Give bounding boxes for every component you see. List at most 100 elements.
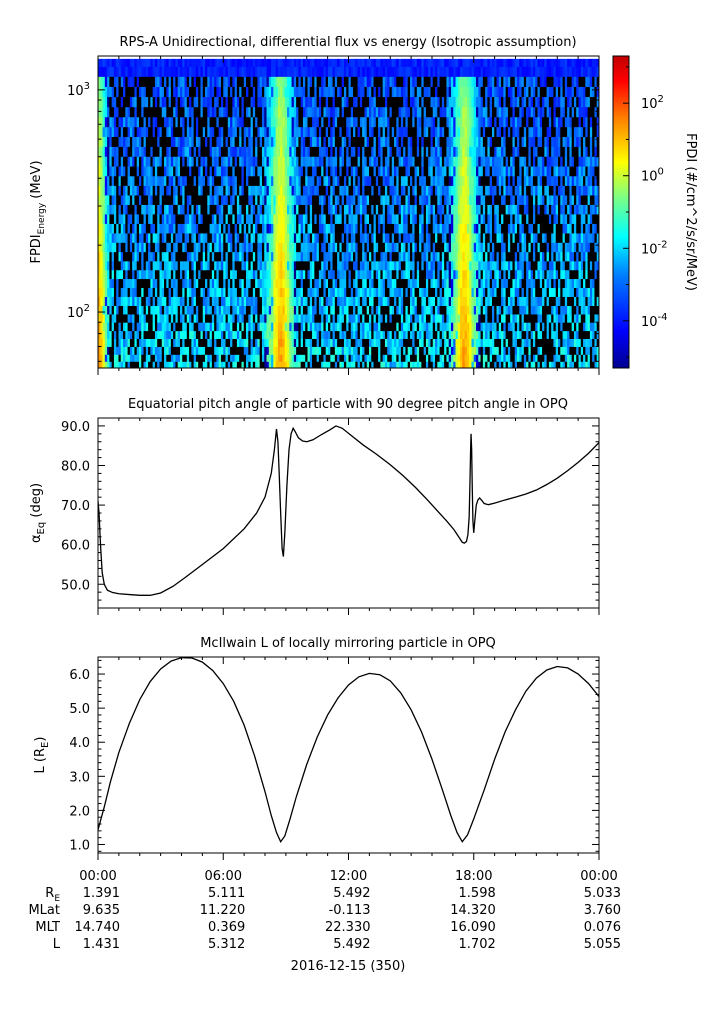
heatmap-cell bbox=[100, 330, 103, 340]
heatmap-cell bbox=[132, 214, 135, 224]
heatmap-cell bbox=[191, 156, 195, 167]
heatmap-cell bbox=[409, 136, 413, 147]
heatmap-cell bbox=[362, 126, 365, 138]
heatmap-cell bbox=[257, 96, 261, 108]
heatmap-cell bbox=[382, 330, 386, 340]
heatmap-cell bbox=[382, 126, 386, 138]
heatmap-cell bbox=[380, 305, 384, 315]
heatmap-cell bbox=[357, 66, 361, 77]
heatmap-cell bbox=[248, 346, 251, 355]
heatmap-cell bbox=[148, 66, 151, 77]
heatmap-cell bbox=[154, 116, 158, 128]
heatmap-cell bbox=[220, 305, 224, 315]
heatmap-cell bbox=[373, 86, 377, 98]
heatmap-cell bbox=[273, 305, 277, 315]
heatmap-cell bbox=[380, 214, 384, 224]
heatmap-cell bbox=[170, 126, 174, 138]
heatmap-cell bbox=[129, 136, 133, 147]
heatmap-cell bbox=[168, 296, 172, 307]
heatmap-cell bbox=[373, 338, 377, 347]
heatmap-cell bbox=[143, 354, 147, 362]
heatmap-cell bbox=[123, 66, 126, 77]
heatmap-cell bbox=[136, 146, 140, 157]
heatmap-cell bbox=[175, 361, 179, 368]
heatmap-cell bbox=[350, 175, 354, 186]
heatmap-cell bbox=[339, 330, 343, 340]
heatmap-cell bbox=[218, 126, 222, 138]
heatmap-cell bbox=[409, 106, 413, 118]
heatmap-cell bbox=[355, 126, 359, 138]
heatmap-cell bbox=[387, 76, 390, 87]
heatmap-cell bbox=[314, 185, 318, 196]
heatmap-cell bbox=[305, 175, 308, 186]
heatmap-cell bbox=[179, 96, 183, 108]
heatmap-cell bbox=[164, 260, 167, 271]
heatmap-cell bbox=[341, 58, 345, 67]
heatmap-cell bbox=[113, 195, 117, 205]
heatmap-cell bbox=[346, 195, 349, 205]
heatmap-cell bbox=[189, 338, 192, 347]
heatmap-cell bbox=[246, 58, 249, 67]
heatmap-cell bbox=[132, 86, 135, 98]
heatmap-cell bbox=[366, 223, 370, 234]
heatmap-cell bbox=[132, 58, 135, 67]
heatmap-cell bbox=[355, 251, 359, 262]
heatmap-cell bbox=[239, 287, 242, 297]
heatmap-cell bbox=[161, 86, 165, 98]
heatmap-cell bbox=[148, 116, 151, 128]
heatmap-cell bbox=[252, 233, 256, 243]
heatmap-cell bbox=[184, 346, 188, 355]
heatmap-cell bbox=[150, 251, 154, 262]
heatmap-cell bbox=[243, 305, 247, 315]
heatmap-cell bbox=[307, 278, 311, 288]
heatmap-cell bbox=[98, 346, 101, 355]
heatmap-cell bbox=[136, 96, 140, 108]
heatmap-cell bbox=[371, 96, 374, 108]
heatmap-cell bbox=[211, 269, 215, 280]
heatmap-cell bbox=[398, 338, 402, 347]
heatmap-cell bbox=[396, 338, 399, 347]
heatmap-cell bbox=[334, 66, 338, 77]
heatmap-cell bbox=[289, 106, 292, 118]
heatmap-cell bbox=[305, 76, 308, 87]
heatmap-cell bbox=[109, 278, 113, 288]
heatmap-cell bbox=[175, 330, 179, 340]
heatmap-cell bbox=[305, 287, 308, 297]
heatmap-cell bbox=[168, 195, 172, 205]
heatmap-cell bbox=[296, 66, 299, 77]
heatmap-cell bbox=[257, 260, 261, 271]
heatmap-cell bbox=[398, 175, 402, 186]
heatmap-cell bbox=[396, 106, 399, 118]
heatmap-cell bbox=[371, 58, 374, 67]
heatmap-cell bbox=[216, 66, 220, 77]
heatmap-cell bbox=[423, 223, 427, 234]
heatmap-cell bbox=[266, 106, 270, 118]
heatmap-cell bbox=[373, 106, 377, 118]
heatmap-cell bbox=[389, 296, 393, 307]
heatmap-cell bbox=[362, 242, 365, 253]
heatmap-cell bbox=[159, 269, 163, 280]
heatmap-cell bbox=[173, 76, 176, 87]
heatmap-cell bbox=[161, 106, 165, 118]
heatmap-cell bbox=[236, 354, 240, 362]
heatmap-cell bbox=[394, 214, 397, 224]
heatmap-cell bbox=[314, 116, 318, 128]
heatmap-cell bbox=[387, 146, 390, 157]
heatmap-cell bbox=[366, 175, 370, 186]
heatmap-cell bbox=[136, 185, 140, 196]
heatmap-cell bbox=[205, 260, 208, 271]
heatmap-cell bbox=[339, 106, 343, 118]
heatmap-cell bbox=[104, 338, 108, 347]
heatmap-cell bbox=[289, 330, 292, 340]
heatmap-cell bbox=[330, 96, 333, 108]
heatmap-cell bbox=[309, 223, 313, 234]
heatmap-cell bbox=[104, 106, 108, 118]
heatmap-cell bbox=[232, 106, 236, 118]
heatmap-cell bbox=[200, 116, 204, 128]
heatmap-cell bbox=[298, 195, 302, 205]
heatmap-cell bbox=[412, 242, 415, 253]
heatmap-cell bbox=[132, 346, 135, 355]
heatmap-cell bbox=[143, 296, 147, 307]
heatmap-cell bbox=[428, 330, 431, 340]
heatmap-cell bbox=[98, 76, 101, 87]
